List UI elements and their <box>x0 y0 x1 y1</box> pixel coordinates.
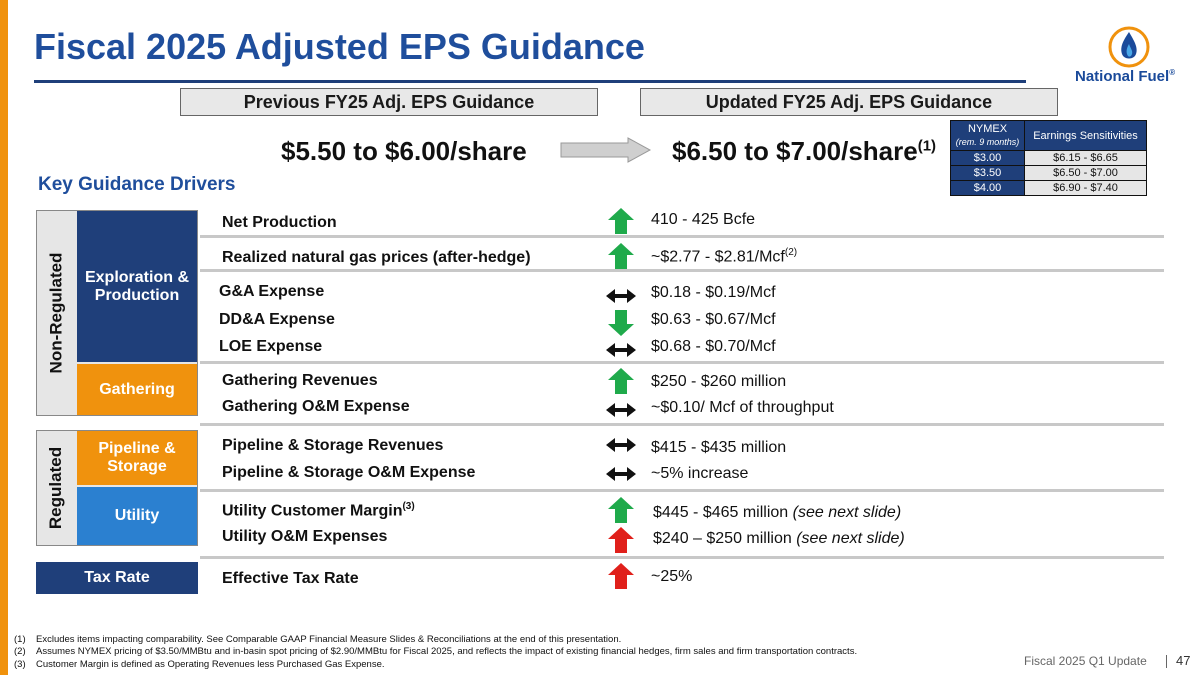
up-green-arrow-icon <box>608 243 634 269</box>
driver-label: DD&A Expense <box>219 311 335 328</box>
earnings-sensitivity-table: NYMEX (rem. 9 months) Earnings Sensitivi… <box>950 120 1147 196</box>
driver-label: Utility Customer Margin(3) <box>222 501 415 520</box>
driver-value: ~$2.77 - $2.81/Mcf(2) <box>651 247 798 266</box>
up-red-arrow-icon <box>608 527 634 553</box>
driver-value: ~5% increase <box>651 465 749 482</box>
footer-label: Fiscal 2025 Q1 Update <box>1024 654 1147 668</box>
table-row: $3.50 $6.50 - $7.00 <box>950 165 1147 181</box>
table-header-sensitivities: Earnings Sensitivities <box>1024 120 1147 151</box>
driver-label: Realized natural gas prices (after-hedge… <box>222 249 531 266</box>
accent-bar <box>0 0 8 675</box>
row-divider <box>200 269 1164 272</box>
up-green-arrow-icon <box>608 208 634 234</box>
utility-segment: Utility <box>77 487 197 545</box>
right-arrow-icon <box>560 137 652 163</box>
row-divider <box>200 361 1164 364</box>
non-regulated-label: Non-Regulated <box>46 252 66 374</box>
previous-guidance-value: $5.50 to $6.00/share <box>281 136 527 166</box>
driver-value: $0.68 - $0.70/Mcf <box>651 338 776 355</box>
row-divider <box>200 489 1164 492</box>
row-divider <box>200 235 1164 238</box>
up-green-arrow-icon <box>608 368 634 394</box>
updated-guidance-value: $6.50 to $7.00/share(1) <box>672 136 937 166</box>
exploration-production-segment: Exploration & Production <box>77 211 197 362</box>
driver-label: G&A Expense <box>219 283 325 300</box>
driver-label: Pipeline & Storage Revenues <box>222 437 444 454</box>
pipeline-storage-segment: Pipeline & Storage <box>77 431 197 485</box>
previous-guidance-header: Previous FY25 Adj. EPS Guidance <box>180 88 598 116</box>
footnote: (3) Customer Margin is defined as Operati… <box>14 658 385 670</box>
driver-value: $0.18 - $0.19/Mcf <box>651 284 776 301</box>
gathering-segment: Gathering <box>77 364 197 415</box>
driver-label: Utility O&M Expenses <box>222 528 388 545</box>
driver-value: $250 - $260 million <box>651 373 787 390</box>
flat-arrow-icon <box>606 343 636 357</box>
driver-value: 410 - 425 Bcfe <box>651 211 756 228</box>
driver-value: ~25% <box>651 568 693 585</box>
row-divider <box>200 423 1164 426</box>
table-row: $3.00 $6.15 - $6.65 <box>950 150 1147 166</box>
footer-divider <box>1166 655 1167 668</box>
updated-guidance-header: Updated FY25 Adj. EPS Guidance <box>640 88 1058 116</box>
driver-value: $415 - $435 million <box>651 439 787 456</box>
national-fuel-flame-icon <box>1108 26 1150 68</box>
footnote: (1) Excludes items impacting comparabilit… <box>14 634 622 645</box>
driver-value: $445 - $465 million (see next slide) <box>653 504 902 521</box>
title-divider <box>34 80 1026 83</box>
table-row: $4.00 $6.90 - $7.40 <box>950 180 1147 196</box>
table-header-nymex: NYMEX (rem. 9 months) <box>950 120 1025 151</box>
flat-arrow-icon <box>606 467 636 481</box>
footnotes: (1) Excludes items impacting comparabilit… <box>14 634 857 671</box>
flat-arrow-icon <box>606 438 636 452</box>
driver-value: ~$0.10/ Mcf of throughput <box>651 399 834 416</box>
flat-arrow-icon <box>606 403 636 417</box>
footnote: (2) Assumes NYMEX pricing of $3.50/MMBtu … <box>14 646 858 658</box>
up-green-arrow-icon <box>608 497 634 523</box>
driver-label: LOE Expense <box>219 338 323 355</box>
driver-label: Net Production <box>222 214 337 231</box>
up-red-arrow-icon <box>608 563 634 589</box>
driver-value: $240 – $250 million (see next slide) <box>653 530 905 547</box>
driver-label: Gathering O&M Expense <box>222 398 410 415</box>
logo-text: National Fuel® <box>1075 68 1176 85</box>
regulated-label: Regulated <box>46 446 65 530</box>
tax-rate-segment: Tax Rate <box>36 562 198 594</box>
driver-label: Effective Tax Rate <box>222 570 359 587</box>
key-drivers-heading: Key Guidance Drivers <box>38 174 236 195</box>
driver-label: Pipeline & Storage O&M Expense <box>222 464 476 481</box>
driver-value: $0.63 - $0.67/Mcf <box>651 311 776 328</box>
driver-label: Gathering Revenues <box>222 372 378 389</box>
down-green-arrow-icon <box>608 310 634 336</box>
page-title: Fiscal 2025 Adjusted EPS Guidance <box>34 26 645 67</box>
row-divider <box>200 556 1164 559</box>
page-number: 47 <box>1176 653 1191 668</box>
flat-arrow-icon <box>606 289 636 303</box>
